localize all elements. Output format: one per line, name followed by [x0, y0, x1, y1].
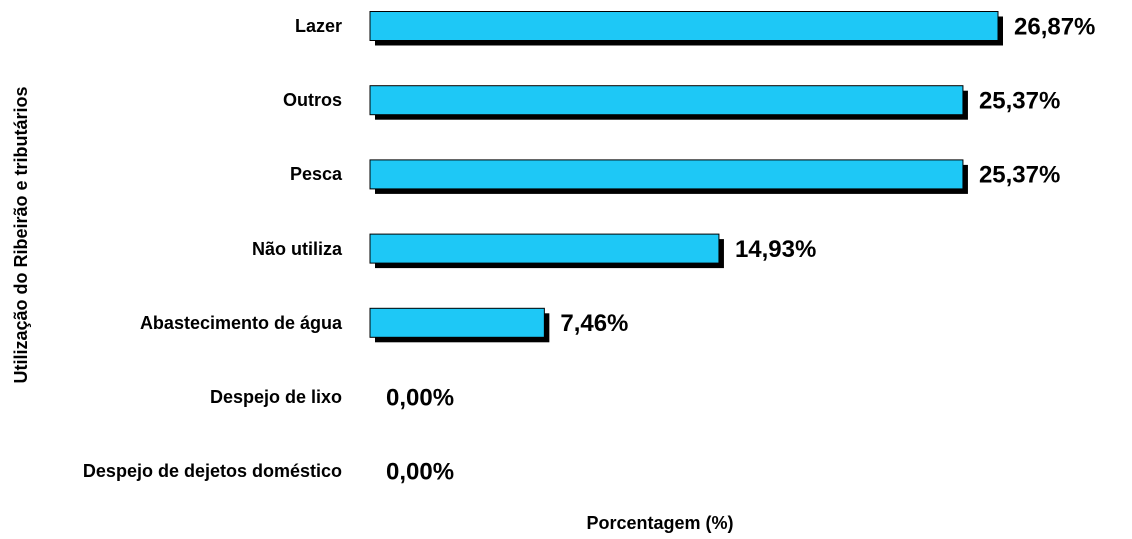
data-label: 25,37%	[979, 88, 1060, 115]
data-label: 26,87%	[1014, 13, 1095, 40]
y-axis-title: Utilização do Ribeirão e tributários	[11, 86, 31, 383]
y-tick-label: Outros	[282, 90, 342, 111]
y-tick-label: Não utiliza	[251, 238, 342, 259]
y-tick-label: Despejo de dejetos doméstico	[82, 461, 342, 482]
data-label: 7,46%	[560, 310, 628, 337]
bar	[369, 233, 720, 264]
data-label: 14,93%	[735, 236, 816, 263]
y-tick-label: Despejo de lixo	[209, 387, 342, 407]
x-axis-title: Porcentagem (%)	[586, 513, 733, 533]
y-tick-label: Abastecimento de água	[139, 312, 342, 333]
data-label: 0,00%	[386, 459, 454, 486]
y-tick-label: Pesca	[289, 164, 342, 185]
y-tick-label: Lazer	[294, 16, 342, 36]
data-label: 0,00%	[386, 384, 454, 411]
bar	[369, 11, 999, 41]
data-label: 25,37%	[979, 162, 1060, 189]
bar	[369, 307, 545, 338]
bar	[369, 159, 964, 190]
bar	[369, 85, 964, 116]
